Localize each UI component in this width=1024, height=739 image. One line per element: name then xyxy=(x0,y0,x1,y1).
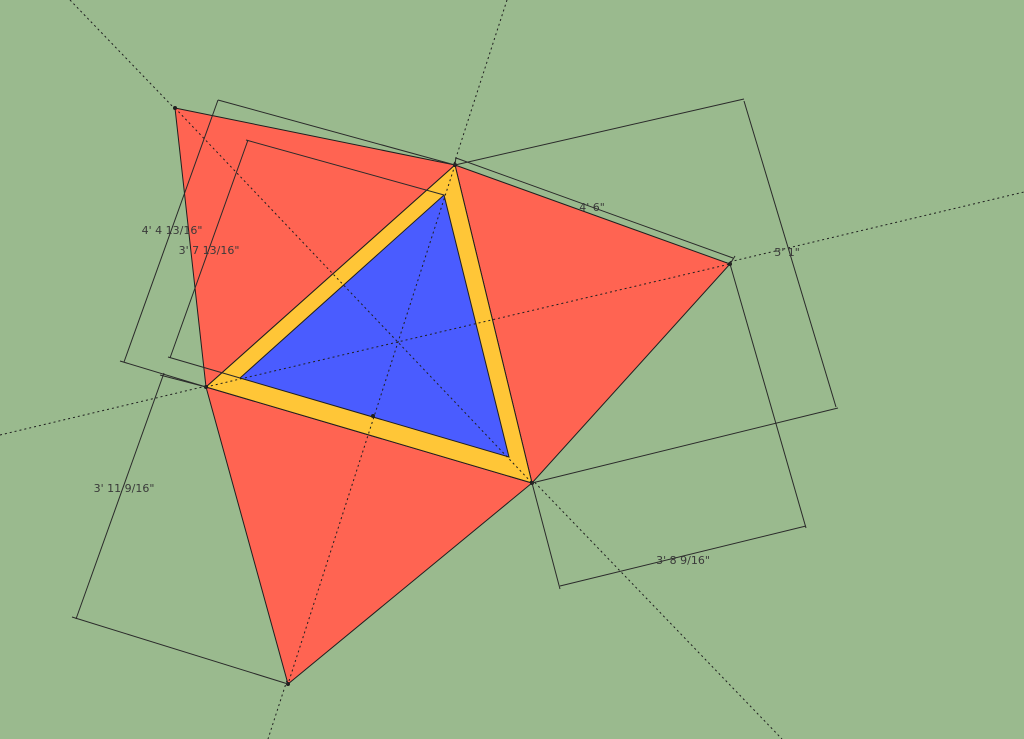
dimension-d2[interactable] xyxy=(454,98,839,484)
dimension-d5[interactable] xyxy=(119,99,456,388)
dimension-label-d4[interactable]: 3' 11 9/16" xyxy=(94,482,155,495)
vertex-markers xyxy=(173,106,732,686)
blue-inner-face[interactable] xyxy=(238,194,510,458)
overlay-construction-lines xyxy=(174,107,731,685)
dimension-label-d5[interactable]: 4' 4 13/16" xyxy=(142,224,203,237)
vertex-marker[interactable] xyxy=(173,106,177,110)
dimension-label-d2[interactable]: 5' 1" xyxy=(774,246,800,259)
dimension-label-d3[interactable]: 3' 8 9/16" xyxy=(656,554,710,567)
overlay-line-vertical xyxy=(287,164,456,685)
vertex-marker[interactable] xyxy=(371,414,375,418)
outer-faces xyxy=(174,107,731,685)
dimension-label-d6[interactable]: 3' 7 13/16" xyxy=(179,244,240,257)
overlay-line-diagonal xyxy=(174,107,533,484)
dimension-d1[interactable] xyxy=(454,156,736,265)
dimension-d6[interactable] xyxy=(167,139,445,379)
dimension-d3[interactable] xyxy=(531,263,807,590)
dimension-label-d1[interactable]: 4' 6" xyxy=(579,201,605,214)
